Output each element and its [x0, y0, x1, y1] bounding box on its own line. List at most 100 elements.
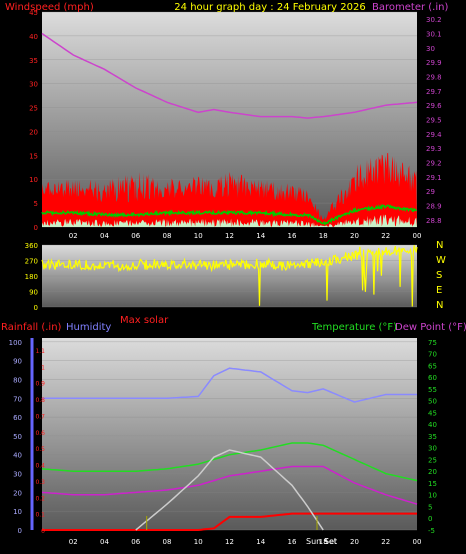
windspeed-tick-label: 5 [34, 200, 38, 208]
x-tick-label: 10 [194, 232, 203, 240]
direction-tick-label: 360 [25, 242, 38, 250]
sunset-label: Sun Set [306, 537, 337, 546]
rainfall-tick-label: 0.6 [35, 430, 45, 437]
barometer-tick-label: 28.9 [426, 203, 442, 211]
x-tick-label: 12 [225, 232, 234, 240]
windspeed-tick-label: 20 [29, 128, 38, 136]
direction-tick-label: 180 [25, 273, 38, 281]
humidity-tick-label: 50 [13, 433, 22, 441]
humidity-tick-label: 100 [9, 339, 22, 347]
max-solar-line [135, 449, 324, 531]
temperature-tick-label: 70 [428, 351, 437, 359]
rainfall-tick-label: 0.5 [35, 446, 45, 453]
windspeed-tick-label: 35 [29, 57, 38, 65]
dewpoint-line [41, 465, 418, 505]
barometer-tick-label: 29.3 [426, 145, 442, 153]
direction-tick-label: 0 [34, 304, 38, 312]
x-tick-label: 08 [163, 232, 172, 240]
temperature-tick-label: 55 [428, 386, 437, 394]
x-tick-label: 16 [288, 232, 297, 240]
humidity-tick-label: 20 [13, 489, 22, 497]
barometer-tick-label: 30 [426, 45, 435, 53]
windspeed-gust-area [42, 152, 417, 227]
windspeed-tick-label: 25 [29, 105, 38, 113]
compass-label: W [436, 255, 446, 266]
humidity-tick-label: 80 [13, 376, 22, 384]
x-tick-label: 20 [350, 538, 359, 546]
barometer-tick-label: 29.8 [426, 74, 442, 82]
x-tick-label: 22 [381, 538, 390, 546]
barometer-tick-label: 29.6 [426, 102, 442, 110]
barometer-tick-label: 29 [426, 188, 435, 196]
compass-label: E [436, 285, 442, 296]
barometer-tick-label: 29.4 [426, 131, 442, 139]
x-tick-label: 22 [381, 232, 390, 240]
humidity-tick-label: 0 [18, 527, 22, 535]
set-label: Set [324, 537, 337, 546]
temperature-tick-label: 45 [428, 409, 437, 417]
barometer-line [41, 32, 418, 119]
wind-direction-line [41, 245, 418, 307]
barometer-axis-label: Barometer (.in) [372, 2, 448, 13]
x-tick-label: 10 [194, 538, 203, 546]
x-tick-label: 08 [163, 538, 172, 546]
direction-tick-label: 270 [25, 258, 38, 266]
temperature-tick-label: 35 [428, 433, 437, 441]
x-tick-label: 14 [256, 538, 265, 546]
temperature-tick-label: 25 [428, 456, 437, 464]
windspeed-tick-label: 45 [29, 9, 38, 17]
x-tick-label: 12 [225, 538, 234, 546]
x-tick-label: 18 [319, 538, 328, 546]
rainfall-tick-label: 0.1 [35, 512, 45, 519]
rainfall-tick-label: 0.3 [35, 479, 45, 486]
temperature-tick-label: 5 [428, 503, 432, 511]
x-tick-label: 18 [319, 232, 328, 240]
barometer-tick-label: 30.1 [426, 31, 442, 39]
barometer-tick-label: 30.2 [426, 16, 442, 24]
temperature-tick-label: -5 [428, 527, 435, 535]
rainfall-tick-label: 1 [41, 364, 45, 371]
dewpoint-axis-label: Dew Point (°F) [395, 322, 466, 333]
windspeed-tick-label: 15 [29, 152, 38, 160]
x-tick-label: 00 [413, 538, 422, 546]
windspeed-tick-label: 40 [29, 33, 38, 41]
humidity-tick-label: 90 [13, 358, 22, 366]
x-tick-label: 06 [131, 232, 140, 240]
temperature-tick-label: 30 [428, 445, 437, 453]
temperature-tick-label: 50 [428, 398, 437, 406]
barometer-tick-label: 29.2 [426, 160, 442, 168]
compass-label: N [436, 300, 443, 311]
windspeed-tick-label: 0 [34, 224, 38, 232]
humidity-axis-label: Humidity [66, 322, 111, 333]
rainfall-axis-label: Rainfall (.in) [1, 322, 62, 333]
windspeed-average-line [41, 203, 417, 226]
rainfall-tick-label: 0.8 [35, 397, 45, 404]
temperature-tick-label: 60 [428, 374, 437, 382]
rainfall-tick-label: 0 [41, 528, 45, 535]
x-tick-label: 02 [69, 232, 78, 240]
rainfall-tick-label: 0.4 [35, 463, 45, 470]
rainfall-line [42, 512, 417, 531]
x-tick-label: 00 [413, 232, 422, 240]
humidity-tick-label: 40 [13, 452, 22, 460]
windspeed-axis-label: Windspeed (mph) [5, 2, 94, 13]
compass-label: N [436, 240, 443, 251]
humidity-tick-label: 10 [13, 508, 22, 516]
barometer-tick-label: 28.8 [426, 217, 442, 225]
humidity-tick-label: 70 [13, 395, 22, 403]
windspeed-tick-label: 30 [29, 81, 38, 89]
temperature-tick-label: 10 [428, 492, 437, 500]
temperature-tick-label: 20 [428, 468, 437, 476]
temperature-tick-label: 75 [428, 339, 437, 347]
windspeed-light-area [42, 214, 417, 227]
rainfall-tick-label: 0.7 [35, 413, 45, 420]
humidity-tick-label: 60 [13, 414, 22, 422]
rainfall-tick-label: 0.9 [35, 381, 45, 388]
humidity-tick-label: 30 [13, 471, 22, 479]
rainfall-tick-label: 1.1 [35, 348, 45, 355]
rainfall-tick-label: 0.2 [35, 495, 45, 502]
barometer-tick-label: 29.7 [426, 88, 442, 96]
x-tick-label: 02 [69, 538, 78, 546]
x-tick-label: 16 [288, 538, 297, 546]
temperature-tick-label: 40 [428, 421, 437, 429]
